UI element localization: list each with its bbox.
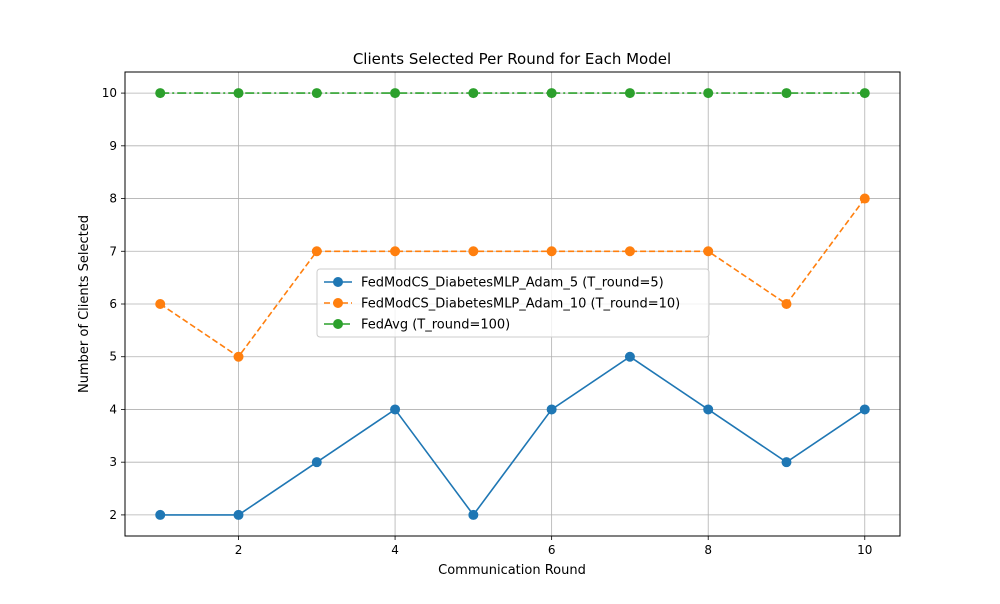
- y-tick-label: 6: [109, 297, 117, 311]
- series-1-point: [624, 351, 635, 362]
- series-layer: [155, 88, 870, 520]
- legend-label-1: FedModCS_DiabetesMLP_Adam_5 (T_round=5): [361, 276, 664, 291]
- series-2-point: [703, 246, 714, 257]
- series-1-line: [160, 355, 866, 517]
- series-3-point: [468, 88, 479, 99]
- legend-marker-3: [333, 319, 343, 329]
- series-2-point: [233, 351, 244, 362]
- x-axis-label: Communication Round: [438, 563, 586, 578]
- y-tick-label: 5: [109, 350, 117, 364]
- series-3-point: [390, 88, 401, 99]
- series-1-point: [859, 404, 870, 415]
- series-3: [155, 88, 870, 99]
- series-1-point: [703, 404, 714, 415]
- series-1-point: [781, 457, 792, 468]
- series-2-point: [781, 299, 792, 309]
- chart-title: Clients Selected Per Round for Each Mode…: [353, 50, 671, 68]
- legend-marker-1: [333, 277, 343, 287]
- series-1: [155, 351, 870, 520]
- series-3-point: [781, 88, 792, 99]
- y-tick-label: 10: [102, 86, 117, 100]
- series-2-point: [546, 246, 557, 257]
- series-3-point: [233, 88, 244, 99]
- legend-label-2: FedModCS_DiabetesMLP_Adam_10 (T_round=10…: [361, 297, 680, 312]
- series-3-point: [859, 88, 870, 99]
- x-tick-label: 4: [391, 543, 399, 557]
- series-1-point: [546, 404, 557, 415]
- legend-frame: [316, 268, 710, 338]
- series-2-point: [624, 246, 635, 257]
- legend-entries: FedModCS_DiabetesMLP_Adam_5 (T_round=5) F…: [324, 276, 680, 333]
- x-tick-label: 6: [548, 543, 556, 557]
- series-2-point: [468, 246, 479, 257]
- y-tick-label: 7: [109, 244, 117, 258]
- series-1-point: [155, 509, 166, 520]
- series-1-point: [311, 457, 322, 468]
- axis-ticks: 2 4 6 8 10 2 3 4 5 6 7 8 9 10: [102, 86, 873, 557]
- y-tick-label: 2: [109, 508, 117, 522]
- series-2-point: [390, 246, 401, 257]
- series-3-point: [624, 88, 635, 99]
- series-2-point: [155, 299, 166, 309]
- series-1-point: [390, 404, 401, 415]
- legend: FedModCS_DiabetesMLP_Adam_5 (T_round=5) F…: [316, 268, 710, 338]
- series-2: [155, 193, 870, 362]
- series-3-point: [703, 88, 714, 99]
- series-2-point: [311, 246, 322, 257]
- series-2-point: [859, 193, 870, 204]
- legend-marker-2: [333, 298, 343, 308]
- series-3-point: [155, 88, 166, 99]
- series-1-point: [233, 509, 244, 520]
- y-tick-label: 9: [109, 139, 117, 153]
- x-tick-label: 8: [704, 543, 712, 557]
- x-tick-label: 2: [235, 543, 243, 557]
- y-tick-label: 8: [109, 192, 117, 206]
- series-1-point: [468, 509, 479, 520]
- legend-label-3: FedAvg (T_round=100): [361, 318, 510, 333]
- x-tick-label: 10: [857, 543, 872, 557]
- y-tick-label: 3: [109, 455, 117, 469]
- y-axis-label: Number of Clients Selected: [77, 215, 92, 393]
- y-tick-label: 4: [109, 402, 117, 416]
- series-3-point: [311, 88, 322, 99]
- series-3-point: [546, 88, 557, 99]
